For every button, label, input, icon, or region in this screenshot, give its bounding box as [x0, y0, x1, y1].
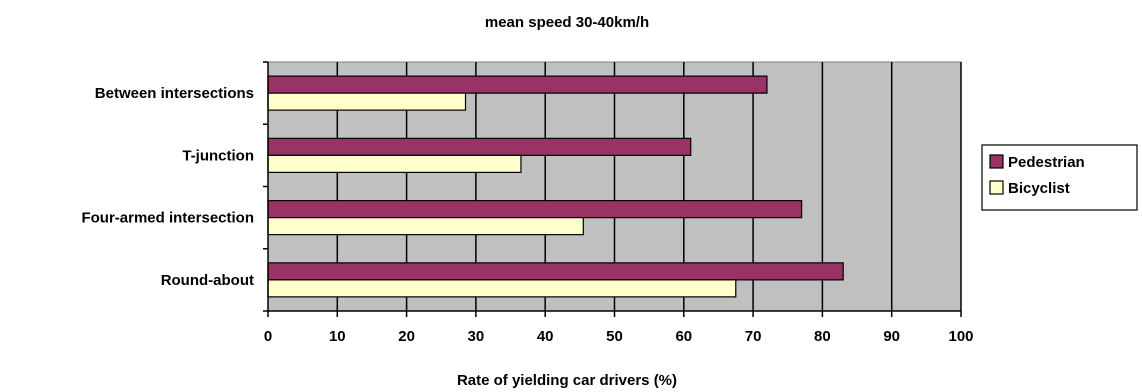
x-tick-label: 90 [883, 328, 900, 345]
bar-bicyclist-1 [267, 154, 522, 173]
category-label: T-junction [182, 147, 254, 164]
legend-swatch-pedestrian [989, 154, 1004, 169]
legend-label: Bicyclist [1008, 180, 1070, 197]
bar-bicyclist-0 [267, 92, 467, 111]
category-label: Four-armed intersection [81, 210, 254, 227]
legend-box [981, 144, 1138, 211]
x-tick-label: 60 [675, 328, 692, 345]
bar-pedestrian-2 [267, 200, 803, 219]
category-label: Round-about [161, 272, 254, 289]
x-tick-label: 100 [948, 328, 973, 345]
chart-title: mean speed 30-40km/h [485, 14, 649, 31]
legend-swatch-bicyclist [989, 180, 1004, 195]
x-tick-label: 10 [329, 328, 346, 345]
x-tick-label: 20 [398, 328, 415, 345]
x-tick-label: 50 [606, 328, 623, 345]
bar-pedestrian-0 [267, 75, 768, 94]
bar-bicyclist-3 [267, 279, 737, 298]
bar-bicyclist-2 [267, 217, 584, 236]
x-tick-label: 40 [537, 328, 554, 345]
legend: Pedestrian Bicyclist [981, 144, 1138, 211]
x-tick-label: 30 [468, 328, 485, 345]
x-tick-label: 70 [745, 328, 762, 345]
category-label: Between intersections [95, 85, 254, 102]
x-tick-label: 80 [814, 328, 831, 345]
bar-pedestrian-1 [267, 137, 692, 156]
x-tick-label: 0 [264, 328, 272, 345]
x-axis-label: Rate of yielding car drivers (%) [457, 372, 677, 389]
legend-label: Pedestrian [1008, 154, 1085, 171]
bar-pedestrian-3 [267, 262, 844, 281]
